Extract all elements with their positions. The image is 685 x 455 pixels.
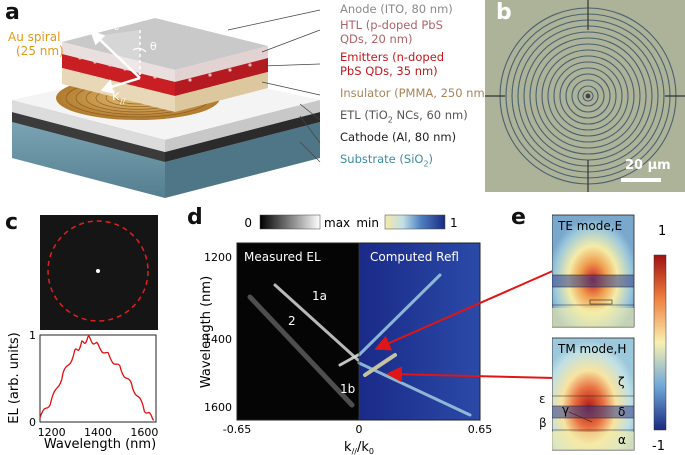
e-cb-min: -1 bbox=[652, 439, 665, 454]
mode-profiles: 1 -1 TE mode,E TM mode,H ζ δ α γ bbox=[552, 214, 667, 454]
mode-1a-label: 1a bbox=[312, 289, 327, 303]
svg-text:0: 0 bbox=[356, 423, 363, 436]
el-bands bbox=[247, 283, 360, 408]
cathode-left bbox=[12, 112, 165, 162]
substrate-left bbox=[12, 122, 165, 198]
x-tick-label: 1400 bbox=[84, 426, 112, 439]
x-tick-label: 1600 bbox=[130, 426, 158, 439]
kpar-label: k bbox=[112, 89, 120, 104]
tm-title: TM mode,H bbox=[557, 342, 626, 356]
insulator-label: Insulator (PMMA, 250 nm) bbox=[340, 86, 490, 100]
x-tick-label: 1200 bbox=[38, 426, 66, 439]
au-thickness-label: (25 nm) bbox=[16, 44, 64, 58]
refl-colorbar bbox=[384, 214, 446, 230]
emitters-right bbox=[175, 58, 268, 96]
svg-text:1200: 1200 bbox=[204, 251, 232, 264]
tm-profile bbox=[552, 337, 635, 451]
dispersion-map: 0 max min 1 Measured EL Computed Refl 1a… bbox=[199, 214, 492, 455]
cathode-right bbox=[165, 112, 320, 162]
leader-lines bbox=[227, 9, 321, 163]
field-colorbar bbox=[653, 254, 667, 431]
kpar-sub: // bbox=[120, 97, 126, 106]
pmma-right bbox=[175, 72, 268, 112]
htl-left bbox=[62, 42, 175, 82]
d-yticks: 1200 1400 1600 bbox=[204, 251, 232, 414]
panel-letter-b: b bbox=[496, 0, 512, 25]
cb1-min: 0 bbox=[244, 216, 252, 230]
svg-text:1400: 1400 bbox=[204, 333, 232, 346]
emitters-left bbox=[62, 54, 175, 96]
panel-letter-d: d bbox=[187, 205, 203, 230]
panel-letter-c: c bbox=[5, 210, 19, 235]
x-axis-label: Wavelength (nm) bbox=[44, 437, 156, 452]
mode-1b-label: 1b bbox=[340, 382, 355, 396]
cb2-min: min bbox=[356, 216, 379, 230]
far-field-image bbox=[40, 215, 158, 330]
scale-bar-label: 20 μm bbox=[625, 158, 671, 173]
na-circle bbox=[47, 220, 149, 322]
htl-label-2: QDs, 20 nm) bbox=[340, 32, 413, 46]
emission-plane bbox=[96, 30, 140, 78]
el-spectrum-chart: 1200 1400 1600 01 Wavelength (nm) EL (arb.… bbox=[7, 330, 159, 452]
substrate-right bbox=[165, 122, 320, 198]
epsilon-label: ε bbox=[539, 392, 546, 406]
cathode-label: Cathode (Al, 80 nm) bbox=[340, 130, 457, 144]
e-cb-max: 1 bbox=[658, 224, 666, 239]
etl-label: ETL (TiO2 NCs, 60 nm) bbox=[340, 108, 468, 125]
zeta-label: ζ bbox=[618, 375, 625, 389]
y-tick-label: 0 bbox=[29, 416, 36, 429]
refl-bands bbox=[357, 273, 472, 417]
d-y-axis-label: Wavelength (nm) bbox=[199, 276, 214, 388]
au-spiral-label: Au spiral bbox=[8, 30, 61, 44]
k0-label: k bbox=[106, 15, 114, 30]
cb2-max: 1 bbox=[450, 216, 458, 230]
k0-sub: 0 bbox=[114, 23, 119, 32]
htl-right bbox=[175, 46, 268, 82]
anode-top bbox=[62, 18, 268, 70]
x-ticks: 1200 1400 1600 bbox=[38, 426, 159, 439]
plot-frame bbox=[39, 334, 157, 423]
htl-label-1: HTL (p-doped PbS bbox=[340, 18, 443, 32]
el-spectrum-line bbox=[39, 334, 155, 421]
delta-label: δ bbox=[618, 405, 625, 419]
svg-text:1600: 1600 bbox=[204, 401, 232, 414]
d-x-axis-label: k///k0 bbox=[344, 440, 374, 455]
panel-letter-e: e bbox=[511, 205, 526, 230]
pmma-left bbox=[62, 68, 175, 112]
d-xticks: -0.65 0 0.65 bbox=[223, 423, 492, 436]
y-ticks: 01 bbox=[29, 330, 36, 429]
device-schematic: k 0 θ k // bbox=[12, 9, 321, 198]
theta-label: θ bbox=[150, 40, 157, 53]
beta-label: β bbox=[539, 416, 547, 430]
spiral-micrograph bbox=[485, 0, 685, 192]
alpha-label: α bbox=[618, 433, 626, 447]
svg-text:0.65: 0.65 bbox=[468, 423, 493, 436]
computed-refl-title: Computed Refl bbox=[370, 250, 459, 264]
gamma-label: γ bbox=[562, 403, 569, 417]
mode-arrows bbox=[374, 269, 556, 383]
cb1-max: max bbox=[324, 216, 350, 230]
substrate-label: Substrate (SiO2) bbox=[340, 152, 434, 169]
anode-label: Anode (ITO, 80 nm) bbox=[340, 2, 453, 16]
qd-dots bbox=[78, 56, 252, 82]
te-title: TE mode,E bbox=[557, 219, 622, 233]
electrode-lines bbox=[485, 0, 685, 192]
k-vectors bbox=[89, 29, 141, 94]
emitters-label-1: Emitters (n-doped bbox=[340, 50, 445, 64]
insulator-right bbox=[165, 100, 320, 152]
scale-bar bbox=[621, 178, 661, 182]
insulator-left bbox=[12, 100, 165, 152]
center-spot bbox=[96, 269, 100, 273]
y-tick-label: 1 bbox=[29, 330, 36, 342]
mode-2-label: 2 bbox=[288, 314, 296, 328]
measured-el-map bbox=[237, 243, 359, 420]
theta-arc bbox=[132, 47, 147, 53]
svg-text:-0.65: -0.65 bbox=[223, 423, 251, 436]
measured-el-title: Measured EL bbox=[244, 250, 321, 264]
emitters-label-2: PbS QDs, 35 nm) bbox=[340, 64, 438, 78]
panel-letter-a: a bbox=[5, 0, 20, 25]
el-colorbar bbox=[259, 214, 321, 230]
y-axis-label: EL (arb. units) bbox=[7, 332, 22, 424]
